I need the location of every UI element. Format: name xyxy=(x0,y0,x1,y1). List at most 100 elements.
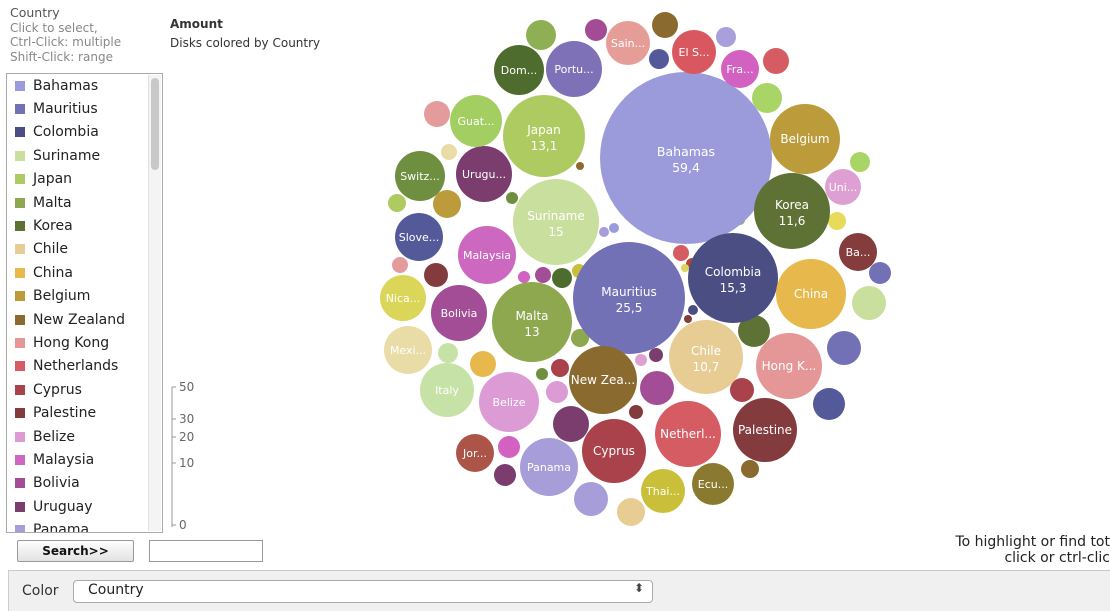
country-list-item[interactable]: Uruguay xyxy=(7,495,162,518)
bubble[interactable] xyxy=(526,20,556,50)
bubble[interactable] xyxy=(828,212,846,230)
bubble[interactable] xyxy=(498,436,520,458)
bubble[interactable] xyxy=(850,152,870,172)
bubble[interactable] xyxy=(546,41,602,97)
bubble[interactable] xyxy=(681,264,689,272)
country-list-item[interactable]: Chile xyxy=(7,238,162,261)
country-list-item[interactable]: Suriname xyxy=(7,144,162,167)
bubble[interactable] xyxy=(456,434,494,472)
bubble[interactable] xyxy=(582,419,646,483)
bubble[interactable] xyxy=(494,45,544,95)
bubble[interactable] xyxy=(600,72,772,244)
bubble[interactable] xyxy=(640,371,674,405)
bubble[interactable] xyxy=(688,305,698,315)
bubble[interactable] xyxy=(716,27,736,47)
bubble[interactable] xyxy=(635,354,647,366)
bubble[interactable] xyxy=(574,482,608,516)
country-list-item[interactable]: Belize xyxy=(7,425,162,448)
bubble[interactable] xyxy=(672,30,716,74)
bubble[interactable] xyxy=(606,21,650,65)
country-list-item[interactable]: Malta xyxy=(7,191,162,214)
country-list-item[interactable]: Malaysia xyxy=(7,448,162,471)
bubble[interactable] xyxy=(506,192,518,204)
bubble[interactable] xyxy=(733,398,797,462)
bubble[interactable] xyxy=(673,245,689,261)
country-list-item[interactable]: Hong Kong xyxy=(7,331,162,354)
bubble[interactable] xyxy=(813,388,845,420)
bubble[interactable] xyxy=(763,48,789,74)
bubble[interactable] xyxy=(721,50,759,88)
country-list-item[interactable]: Belgium xyxy=(7,285,162,308)
bubble[interactable] xyxy=(684,315,692,323)
country-list-item[interactable]: New Zealand xyxy=(7,308,162,331)
bubble[interactable] xyxy=(456,146,512,202)
country-list-item[interactable]: Cyprus xyxy=(7,378,162,401)
bubble[interactable] xyxy=(380,275,426,321)
bubble[interactable] xyxy=(770,104,840,174)
bubble[interactable] xyxy=(520,438,578,496)
bubble[interactable] xyxy=(552,268,572,288)
bubble[interactable] xyxy=(450,95,502,147)
country-list-item[interactable]: Korea xyxy=(7,214,162,237)
bubble[interactable] xyxy=(655,401,721,467)
bubble[interactable] xyxy=(852,286,886,320)
bubble[interactable] xyxy=(617,498,645,526)
bubble[interactable] xyxy=(754,173,830,249)
bubble[interactable] xyxy=(388,194,406,212)
bubble-chart[interactable]: Bahamas59,4Mauritius25,5Colombia15,3Suri… xyxy=(0,0,1110,535)
bubble[interactable] xyxy=(438,343,458,363)
bubble[interactable] xyxy=(503,95,585,177)
bubble[interactable] xyxy=(573,242,685,354)
bubble[interactable] xyxy=(424,101,450,127)
bubble[interactable] xyxy=(576,162,584,170)
bubble[interactable] xyxy=(420,363,474,417)
bubble[interactable] xyxy=(688,233,778,323)
bubble[interactable] xyxy=(827,331,861,365)
country-list-item[interactable]: Mauritius xyxy=(7,97,162,120)
country-list-item[interactable]: Palestine xyxy=(7,401,162,424)
color-select[interactable]: Country ⬍ xyxy=(73,580,653,603)
bubble[interactable] xyxy=(692,463,734,505)
bubble[interactable] xyxy=(513,179,599,265)
country-list-item[interactable]: Bahamas xyxy=(7,74,162,97)
bubble[interactable] xyxy=(535,267,551,283)
bubble[interactable] xyxy=(492,282,572,362)
bubble[interactable] xyxy=(571,329,589,347)
bubble[interactable] xyxy=(384,326,432,374)
bubble[interactable] xyxy=(649,49,669,69)
scrollbar-thumb[interactable] xyxy=(151,78,159,170)
country-list-item[interactable]: Netherlands xyxy=(7,355,162,378)
bubble[interactable] xyxy=(652,12,678,38)
bubble[interactable] xyxy=(395,151,445,201)
search-input[interactable] xyxy=(149,540,263,562)
country-list-item[interactable]: Japan xyxy=(7,168,162,191)
bubble[interactable] xyxy=(569,346,637,414)
bubble[interactable] xyxy=(551,359,569,377)
bubble[interactable] xyxy=(392,257,408,273)
search-button[interactable]: Search>> xyxy=(17,540,134,562)
bubble[interactable] xyxy=(433,190,461,218)
bubble[interactable] xyxy=(869,262,891,284)
country-list[interactable]: Bahamas Mauritius Colombia Suriname Japan Mal… xyxy=(6,73,163,533)
bubble[interactable] xyxy=(479,372,539,432)
bubble[interactable] xyxy=(470,351,496,377)
bubble[interactable] xyxy=(395,213,443,261)
bubble[interactable] xyxy=(741,460,759,478)
country-list-item[interactable]: Colombia xyxy=(7,121,162,144)
country-list-item[interactable]: Bolivia xyxy=(7,472,162,495)
bubble[interactable] xyxy=(629,405,643,419)
bubble[interactable] xyxy=(756,333,822,399)
bubble[interactable] xyxy=(458,226,516,284)
scrollbar-track[interactable] xyxy=(148,75,161,531)
bubble[interactable] xyxy=(431,285,487,341)
bubble[interactable] xyxy=(536,368,548,380)
bubble[interactable] xyxy=(441,144,457,160)
bubble[interactable] xyxy=(839,233,877,271)
bubble[interactable] xyxy=(494,464,516,486)
bubble[interactable] xyxy=(730,378,754,402)
bubble[interactable] xyxy=(752,83,782,113)
bubble[interactable] xyxy=(585,19,607,41)
country-list-item[interactable]: Panama xyxy=(7,518,162,532)
bubble[interactable] xyxy=(738,315,770,347)
bubble[interactable] xyxy=(546,381,568,403)
